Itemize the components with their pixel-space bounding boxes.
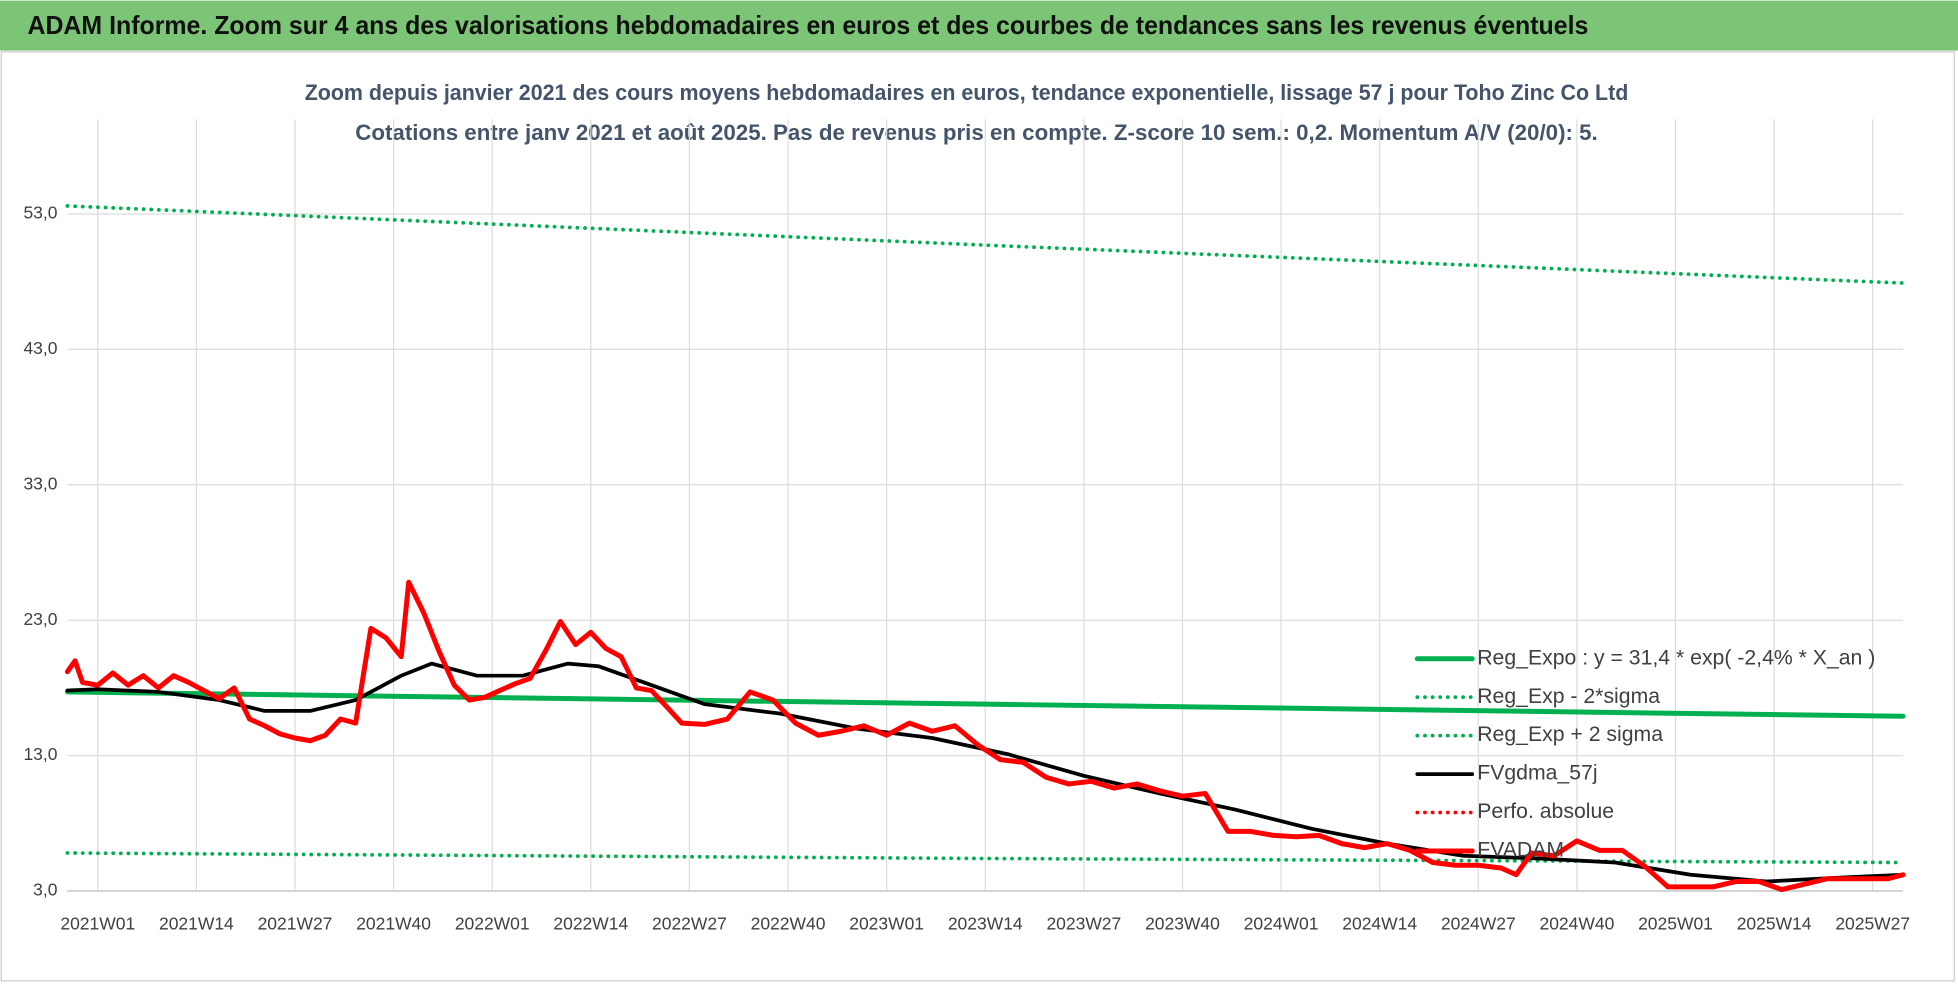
x-tick-label: 2021W40 xyxy=(356,913,431,933)
header-bar xyxy=(0,0,1958,51)
x-tick-label: 2023W14 xyxy=(948,913,1023,933)
x-tick-label: 2025W01 xyxy=(1638,913,1713,933)
y-tick-label: 23,0 xyxy=(23,609,57,629)
y-tick-label: 43,0 xyxy=(23,338,57,358)
chart-title: Zoom depuis janvier 2021 des cours moyen… xyxy=(305,80,1629,105)
chart-subtitle: Cotations entre janv 2021 et août 2025. … xyxy=(355,120,1597,145)
legend-label: Perfo. absolue xyxy=(1477,800,1614,823)
y-tick-label: 3,0 xyxy=(33,880,58,900)
legend-label: Reg_Exp - 2*sigma xyxy=(1477,685,1660,708)
series-line xyxy=(64,689,1906,719)
x-tick-label: 2022W01 xyxy=(455,913,530,933)
x-tick-label: 2024W27 xyxy=(1441,913,1516,933)
y-tick-label: 33,0 xyxy=(23,473,57,493)
x-tick-label: 2022W40 xyxy=(751,913,826,933)
series-line xyxy=(65,661,1905,884)
x-tick-label: 2022W27 xyxy=(652,913,727,933)
header-title: ADAM Informe. Zoom sur 4 ans des valoris… xyxy=(27,10,1588,40)
legend-label: FVADAM xyxy=(1477,839,1564,862)
x-tick-label: 2021W01 xyxy=(60,913,135,933)
chart-frame xyxy=(0,51,1955,982)
x-tick-label: 2025W27 xyxy=(1835,913,1910,933)
x-tick-label: 2022W14 xyxy=(553,913,628,933)
legend-label: FVgdma_57j xyxy=(1477,762,1597,785)
x-tick-label: 2023W27 xyxy=(1046,913,1121,933)
x-tick-label: 2024W40 xyxy=(1540,913,1615,933)
x-tick-label: 2025W14 xyxy=(1737,913,1812,933)
series-line xyxy=(64,579,1906,893)
x-tick-label: 2021W14 xyxy=(159,913,234,933)
legend-label: Reg_Expo : y = 31,4 * exp( -2,4% * X_an … xyxy=(1477,646,1875,669)
x-tick-label: 2021W27 xyxy=(258,913,333,933)
x-tick-label: 2024W14 xyxy=(1342,913,1417,933)
x-tick-label: 2023W01 xyxy=(849,913,924,933)
x-tick-label: 2023W40 xyxy=(1145,913,1220,933)
legend-label: Reg_Exp + 2 sigma xyxy=(1477,723,1663,746)
series-line xyxy=(65,204,1905,285)
x-tick-label: 2024W01 xyxy=(1244,913,1319,933)
y-tick-label: 13,0 xyxy=(23,744,57,764)
y-tick-label: 53,0 xyxy=(23,203,57,223)
